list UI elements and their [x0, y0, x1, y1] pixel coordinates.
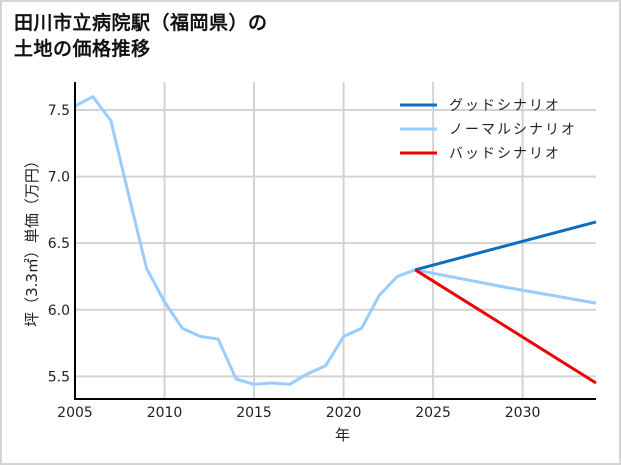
- legend-label: グッドシナリオ: [449, 98, 561, 114]
- x-tick-label: 2030: [505, 405, 541, 421]
- chart-title: 田川市立病院駅（福岡県）の 土地の価格推移: [14, 12, 268, 60]
- series-line: [74, 95, 597, 386]
- y-tick-label: 7.0: [48, 170, 70, 186]
- x-axis-label: 年: [335, 426, 350, 444]
- series-lines: [74, 95, 597, 386]
- legend-label: バッドシナリオ: [449, 146, 561, 162]
- y-axis-label: 坪（3.3㎡）単価（万円）: [23, 153, 41, 327]
- y-tick-label: 6.5: [48, 236, 70, 252]
- x-tick-label: 2025: [415, 405, 451, 421]
- x-tick-label: 2015: [236, 405, 272, 421]
- x-tick-label: 2005: [57, 405, 93, 421]
- y-tick-label: 7.5: [48, 103, 70, 119]
- y-tick-label: 6.0: [48, 303, 70, 319]
- x-tick-label: 2020: [326, 405, 362, 421]
- x-tick-labels: 2005 2010 2015 2020 2025 2030: [57, 405, 540, 421]
- series-line: [414, 268, 597, 385]
- x-tick-label: 2010: [147, 405, 183, 421]
- legend-label: ノーマルシナリオ: [449, 122, 577, 138]
- y-tick-label: 5.5: [48, 369, 70, 385]
- series-line: [414, 220, 597, 272]
- y-tick-labels: 5.5 6.0 6.5 7.0 7.5: [48, 103, 70, 385]
